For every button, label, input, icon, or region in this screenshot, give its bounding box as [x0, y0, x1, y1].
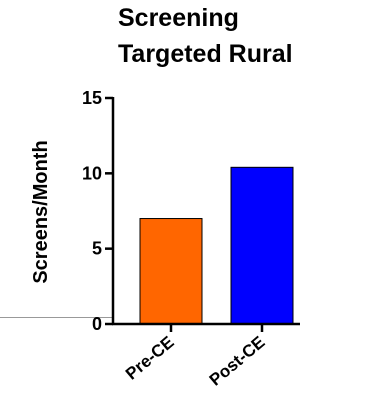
bar-post-ce — [230, 166, 294, 325]
bars-group — [139, 166, 294, 325]
axes-group — [111, 97, 300, 326]
chart-title-line-2: Targeted Rural — [118, 40, 293, 68]
y-tick-label-10: 10 — [82, 163, 102, 183]
bar-pre-ce — [139, 218, 203, 325]
y-ticks-group: 0 5 10 15 — [82, 88, 113, 334]
y-tick-label-5: 5 — [92, 239, 102, 259]
x-tick-label-post-ce: Post-CE — [206, 333, 269, 390]
chart-title: Screening Targeted Rural — [118, 4, 293, 68]
y-tick-label-0: 0 — [92, 314, 102, 334]
y-tick-label-15: 15 — [82, 88, 102, 108]
x-tick-label-pre-ce: Pre-CE — [122, 333, 178, 384]
y-axis-label: Screens/Month — [30, 140, 52, 283]
x-ticks-group: Pre-CE Post-CE — [122, 324, 269, 390]
chart-title-line-1: Screening — [118, 4, 239, 32]
